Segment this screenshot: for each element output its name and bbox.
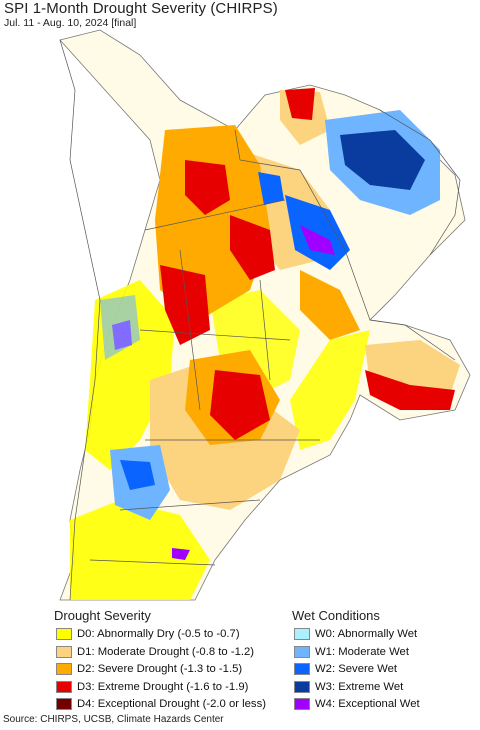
- w4-area-south: [172, 548, 190, 560]
- legend-label: D4: Exceptional Drought (-2.0 or less): [77, 698, 266, 710]
- legend-item-drought-0: D0: Abnormally Dry (-0.5 to -0.7): [56, 626, 240, 642]
- w2-area-patagonia: [120, 460, 155, 490]
- legend-item-wet-3: W3: Extreme Wet: [294, 679, 403, 695]
- legend-swatch: [294, 628, 310, 640]
- legend-label: W0: Abnormally Wet: [315, 628, 418, 640]
- legend-item-wet-1: W1: Moderate Wet: [294, 644, 409, 660]
- map-canvas: [59, 29, 471, 601]
- legend-swatch: [56, 645, 72, 658]
- legend-swatch: [56, 680, 72, 693]
- d2-area-east: [300, 270, 360, 340]
- legend-swatch: [56, 628, 72, 640]
- d3-area-top: [285, 88, 315, 120]
- legend-label: W3: Extreme Wet: [315, 680, 404, 693]
- map-title: SPI 1-Month Drought Severity (CHIRPS): [4, 0, 278, 17]
- legend-item-wet-0: W0: Abnormally Wet: [294, 626, 417, 642]
- legend-label: W1: Moderate Wet: [315, 645, 409, 658]
- legend-label: D0: Abnormally Dry (-0.5 to -0.7): [77, 628, 240, 640]
- w4-area-chaco: [300, 225, 335, 255]
- w3-area-paraguay: [340, 130, 425, 190]
- d3-area-mid: [160, 265, 210, 345]
- boundary-lines: [59, 39, 461, 601]
- d3-area-north2: [230, 215, 275, 280]
- legend-label: D1: Moderate Drought (-0.8 to -1.2): [77, 645, 255, 658]
- legend-item-drought-2: D2: Severe Drought (-1.3 to -1.5): [56, 661, 242, 677]
- d0-area-south: [70, 500, 210, 600]
- d3-area-north1: [185, 160, 230, 215]
- d0-area-east: [290, 330, 370, 450]
- w1-area-andes: [100, 295, 140, 360]
- d3-area-uruguay: [365, 370, 455, 410]
- legend-item-drought-3: D3: Extreme Drought (-1.6 to -1.9): [56, 679, 248, 695]
- legend-swatch: [294, 663, 310, 675]
- legend-swatch: [294, 645, 310, 658]
- legend-drought-title: Drought Severity: [54, 608, 151, 623]
- drought-map: SPI 1-Month Drought Severity (CHIRPS) Ju…: [4, 0, 471, 601]
- legend-label: W4: Exceptional Wet: [315, 698, 420, 710]
- legend-label: W2: Severe Wet: [315, 663, 398, 675]
- legend-swatch: [56, 663, 72, 675]
- legend-swatch: [294, 680, 310, 693]
- legend-wet-title: Wet Conditions: [292, 608, 380, 623]
- map-subtitle: Jul. 11 - Aug. 10, 2024 [final]: [4, 17, 137, 29]
- legend-item-wet-4: W4: Exceptional Wet: [294, 696, 420, 712]
- legend-item-drought-1: D1: Moderate Drought (-0.8 to -1.2): [56, 644, 254, 660]
- w2-area-salta: [258, 172, 284, 205]
- legend-item-drought-4: D4: Exceptional Drought (-2.0 or less): [56, 696, 266, 712]
- legend-swatch: [294, 698, 310, 710]
- legend-item-wet-2: W2: Severe Wet: [294, 661, 397, 677]
- legend-label: D3: Extreme Drought (-1.6 to -1.9): [77, 680, 249, 693]
- source-credit: Source: CHIRPS, UCSB, Climate Hazards Ce…: [3, 714, 224, 725]
- d3-area-center: [210, 370, 270, 440]
- legend-swatch: [56, 698, 72, 710]
- legend: Drought Severity Wet Conditions D0: Abno…: [0, 608, 480, 712]
- legend-label: D2: Severe Drought (-1.3 to -1.5): [77, 663, 243, 675]
